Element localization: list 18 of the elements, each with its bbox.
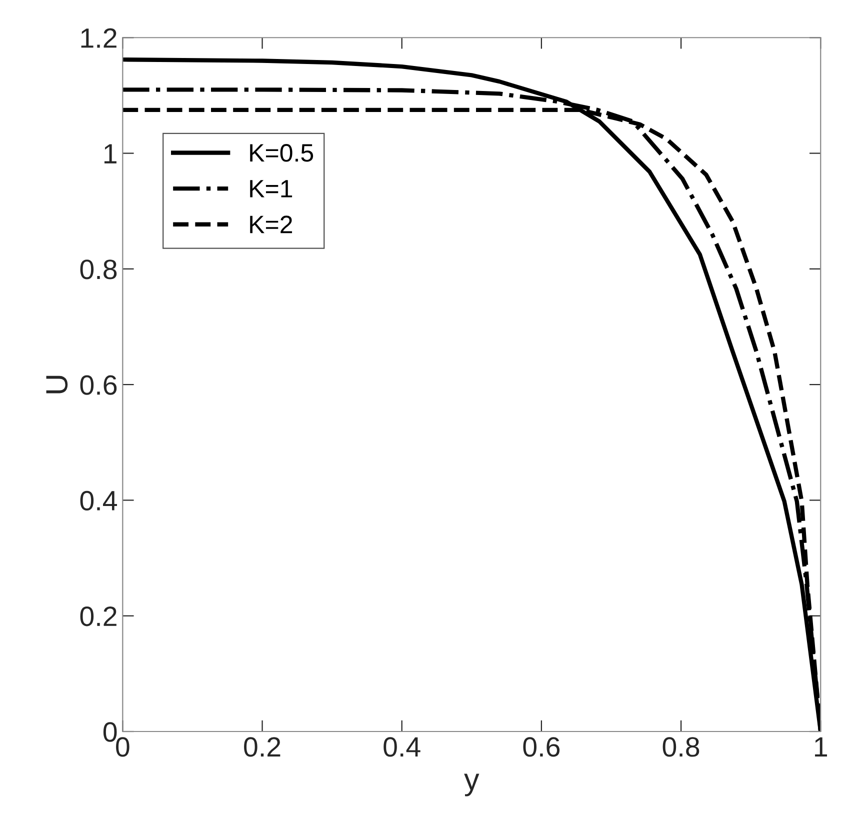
x-tick-label: 0.6 bbox=[523, 737, 560, 757]
y-tick-label: 1.2 bbox=[81, 28, 116, 48]
y-tick-label: 0 bbox=[103, 722, 117, 742]
y-tick-label: 0.8 bbox=[80, 260, 117, 280]
y-tick-label: 1 bbox=[104, 144, 116, 164]
x-tick-label: 0.2 bbox=[244, 737, 280, 757]
y-tick-label: 0.4 bbox=[80, 490, 117, 511]
x-axis-title: y bbox=[464, 774, 480, 796]
y-axis-title: U bbox=[46, 376, 68, 394]
y-tick-label: 0.2 bbox=[80, 606, 116, 626]
x-tick-label: 0 bbox=[116, 737, 130, 757]
y-tick-label: 0.6 bbox=[80, 375, 117, 395]
x-tick-label: 1 bbox=[815, 737, 827, 756]
x-tick-label: 0.4 bbox=[384, 737, 420, 757]
legend-label: K=2 bbox=[250, 216, 292, 234]
legend-label: K=0.5 bbox=[250, 144, 314, 162]
x-tick-label: 0.8 bbox=[662, 737, 700, 757]
legend-label: K=1 bbox=[250, 180, 292, 198]
